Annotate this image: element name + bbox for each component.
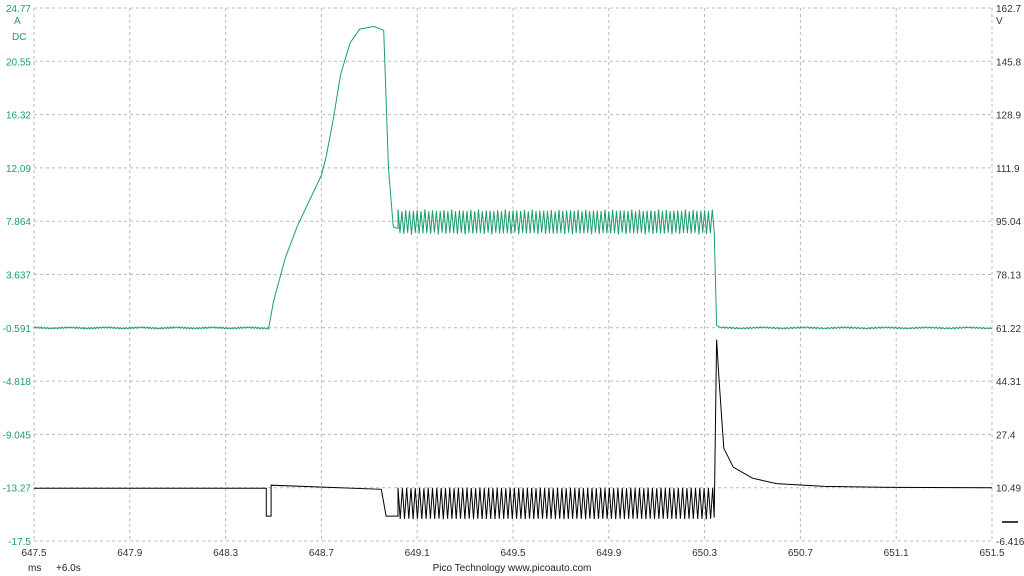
x-tick-label: 650.7 <box>788 548 813 559</box>
left-tick-label: 12.09 <box>6 164 31 175</box>
x-axis-ticks: 647.5 647.9 648.3 648.7 649.1 649.5 649.9 650.3… <box>21 548 1004 559</box>
right-tick-label: -6.416 <box>996 537 1024 548</box>
right-tick-label: 128.9 <box>996 111 1021 122</box>
x-tick-label: 647.9 <box>117 548 142 559</box>
left-tick-label: 3.637 <box>6 271 31 282</box>
series-traces <box>33 25 993 520</box>
left-axis-coupling: DC <box>12 32 26 43</box>
grid-lines <box>33 7 993 542</box>
x-tick-label: 649.1 <box>405 548 430 559</box>
time-unit-label: ms <box>28 563 41 574</box>
x-tick-label: 650.3 <box>692 548 717 559</box>
right-tick-label: 145.8 <box>996 57 1021 68</box>
left-axis-ticks: 24.77 20.55 16.32 12.09 7.864 3.637 -0.591 -4.8… <box>3 4 32 548</box>
left-tick-label: 24.77 <box>6 4 31 15</box>
right-tick-label: 95.04 <box>996 217 1021 228</box>
right-tick-label: 61.22 <box>996 324 1021 335</box>
voltage-trace <box>34 339 993 520</box>
x-tick-label: 651.5 <box>979 548 1004 559</box>
right-tick-label: 27.4 <box>996 430 1016 441</box>
x-tick-label: 649.9 <box>596 548 621 559</box>
x-tick-label: 647.5 <box>21 548 46 559</box>
left-tick-label: -0.591 <box>3 324 32 335</box>
x-tick-label: 651.1 <box>884 548 909 559</box>
x-tick-label: 649.5 <box>500 548 525 559</box>
left-tick-label: -17.5 <box>8 537 31 548</box>
left-axis-unit: A <box>14 16 21 27</box>
brand-footer: Pico Technology www.picoauto.com <box>433 563 592 574</box>
right-axis-ticks: 162.7 145.8 128.9 111.9 95.04 78.13 61.22 44.31… <box>996 4 1024 548</box>
right-tick-label: 162.7 <box>996 4 1021 15</box>
x-tick-label: 648.3 <box>213 548 238 559</box>
right-tick-label: 111.9 <box>996 164 1020 175</box>
x-tick-label: 648.7 <box>309 548 334 559</box>
right-tick-label: 78.13 <box>996 271 1021 282</box>
right-tick-label: 44.31 <box>996 377 1021 388</box>
right-tick-label: 10.49 <box>996 484 1021 495</box>
left-tick-label: -4.818 <box>3 377 32 388</box>
left-tick-label: 20.55 <box>6 57 31 68</box>
left-tick-label: 7.864 <box>6 217 31 228</box>
time-offset-label: +6.0s <box>56 563 81 574</box>
current-trace <box>33 25 993 330</box>
left-tick-label: 16.32 <box>6 111 31 122</box>
left-tick-label: -9.045 <box>3 430 32 441</box>
right-axis-unit: V <box>996 16 1003 27</box>
left-tick-label: -13.27 <box>3 484 32 495</box>
